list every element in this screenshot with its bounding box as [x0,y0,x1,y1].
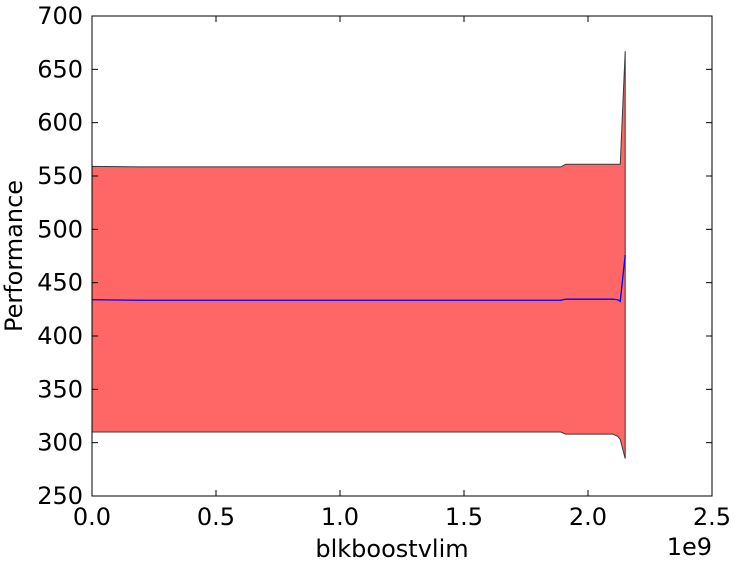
tick-marks [91,15,713,497]
x-tick-label: 0.5 [197,503,235,531]
x-tick-labels: 0.0 0.5 1.0 1.5 2.0 2.5 [73,503,731,531]
mean-performance-line [91,254,626,303]
x-tick-label: 1.0 [321,503,359,531]
y-tick-label: 250 [37,482,83,510]
x-offset-label: 1e9 [667,533,712,561]
x-axis-label: blkboostvlim [315,535,468,563]
y-axis-label: Performance [0,180,28,332]
y-tick-label: 450 [37,269,83,297]
y-tick-label: 550 [37,162,83,190]
plot-area [91,51,626,459]
y-tick-label: 300 [37,429,83,457]
performance-range-band [91,51,626,459]
y-tick-label: 350 [37,375,83,403]
y-tick-label: 600 [37,109,83,137]
x-tick-label: 1.5 [445,503,483,531]
x-tick-label: 0.0 [73,503,111,531]
x-tick-label: 2.0 [569,503,607,531]
y-tick-label: 650 [37,55,83,83]
axes-frame [91,15,713,497]
x-tick-label: 2.5 [693,503,731,531]
y-tick-labels: 250 300 350 400 450 500 550 600 650 700 [37,2,83,510]
y-tick-label: 700 [37,2,83,30]
y-tick-label: 400 [37,322,83,350]
y-tick-label: 500 [37,215,83,243]
